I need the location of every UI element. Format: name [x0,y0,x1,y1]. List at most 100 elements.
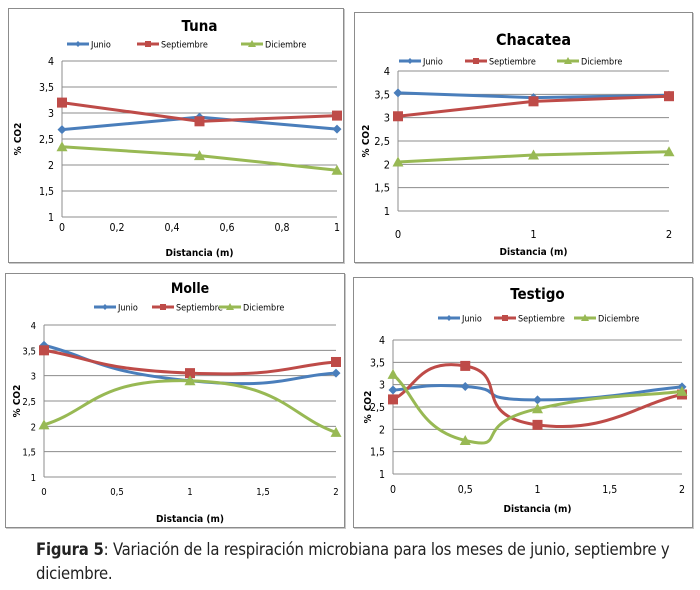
y-tick-label: 3,5 [374,88,390,101]
y-tick-label: 1 [31,473,36,484]
x-tick-label: 1 [187,487,192,498]
legend-item-diciembre: Diciembre [574,314,639,325]
series-septiembre [393,91,674,122]
y-tick-label: 2,5 [370,402,385,414]
y-tick-label: 3,5 [370,357,385,369]
data-point [57,125,67,135]
y-tick-label: 4 [48,56,54,68]
x-tick-label: 1 [334,222,340,234]
y-axis-label: % CO2 [363,391,374,424]
y-tick-label: 3,5 [22,346,36,357]
data-point [56,141,68,152]
x-tick-label: 0 [395,228,401,241]
legend-label: Diciembre [243,304,284,314]
data-point [532,419,543,430]
chart-title: Testigo [510,285,564,303]
y-tick-label: 3 [379,380,385,392]
legend-label: Junio [422,58,443,68]
data-point [532,403,543,414]
legend-label: Diciembre [598,315,639,325]
legend-item-junio: Junio [94,304,138,314]
x-axis-label: Distancia (m) [500,247,568,258]
y-tick-label: 1,5 [39,186,54,198]
legend-marker-icon [502,315,508,321]
x-tick-label: 0,2 [109,222,124,234]
y-tick-label: 3,5 [39,82,54,94]
y-tick-label: 2 [31,422,36,433]
y-tick-label: 4 [384,65,390,78]
legend-marker-icon [446,315,452,321]
legend-label: Septiembre [161,41,208,51]
y-tick-label: 1 [379,469,385,481]
x-tick-label: 1 [534,484,540,496]
data-point [185,368,195,379]
y-tick-label: 3 [31,372,36,383]
y-tick-label: 2,5 [39,134,54,146]
data-point [528,149,539,160]
chart-chacatea: Chacatea Junio Septiembre Diciembre 1 1,5 2 2,5… [361,30,675,258]
data-point [194,150,205,161]
legend-label: Junio [90,41,111,51]
data-point [528,96,539,107]
y-tick-label: 4 [31,321,36,332]
data-point [331,356,341,367]
y-tick-label: 2 [48,160,54,172]
data-point [194,116,205,127]
legend-marker-icon [145,41,151,47]
y-tick-label: 2 [384,158,390,171]
data-point [460,360,471,371]
y-tick-label: 1 [48,212,54,224]
data-point [663,146,675,157]
x-tick-label: 0 [390,484,396,496]
legend-item-diciembre: Diciembre [219,303,284,314]
data-point [332,124,342,134]
series-septiembre [57,97,342,127]
y-tick-label: 2,5 [374,135,390,148]
chart-panel-testigo: Testigo Junio Septiembre Diciembre 1 1,5 2 2,5 3… [353,277,693,528]
data-point [330,426,342,437]
chart-title: Chacatea [496,30,571,49]
legend-label: Septiembre [518,315,565,325]
chart-panel-molle: Molle Junio Septiembre Diciembre 1 1,5 2 2,5 3 3,… [5,273,345,528]
y-tick-label: 2 [379,424,385,436]
legend-label: Septiembre [176,304,223,314]
legend-item-septiembre: Septiembre [152,304,223,314]
series-diciembre [392,146,675,167]
legend-item-junio: Junio [438,315,482,325]
data-point [39,345,49,356]
legend-item-diciembre: Diciembre [557,57,622,68]
y-tick-label: 1,5 [370,447,385,459]
legend-label: Septiembre [489,58,536,68]
legend-marker-icon [226,303,234,310]
legend-marker-icon [473,58,479,64]
figure-caption-text: : Variación de la respiración microbiana… [36,540,670,583]
legend-item-septiembre: Septiembre [494,315,565,325]
legend-marker-icon [564,57,572,64]
legend-marker-icon [407,58,413,64]
legend-label: Junio [461,315,482,325]
chart-molle: Molle Junio Septiembre Diciembre 1 1,5 2 2,5 3 3,… [12,281,342,525]
figure-label: Figura 5 [36,540,104,559]
legend-item-diciembre: Diciembre [241,40,306,51]
x-tick-label: 2 [666,228,672,241]
chart-panel-tuna: Tuna Junio Septiembre Diciembre 1 1,5 2 2,5 3 3,5… [8,8,344,263]
y-axis-label: % CO2 [12,385,23,418]
y-tick-label: 1 [384,205,390,218]
data-point [331,368,341,378]
y-tick-label: 2,5 [22,397,36,408]
legend-label: Junio [117,304,138,314]
series-line [43,379,337,434]
data-point [388,394,398,405]
x-axis-label: Distancia (m) [166,248,234,259]
x-tick-label: 1 [530,228,536,241]
legend-marker-icon [75,41,81,47]
chart-tuna: Tuna Junio Septiembre Diciembre 1 1,5 2 2,5 3 3,5… [13,17,343,259]
data-point [57,97,67,108]
figure-caption: Figura 5: Variación de la respiración mi… [36,538,686,586]
x-axis-label: Distancia (m) [504,504,572,515]
data-point [387,368,399,379]
legend-item-septiembre: Septiembre [137,41,208,51]
data-point [392,156,404,167]
series-line [391,373,683,445]
series-line [392,363,683,429]
